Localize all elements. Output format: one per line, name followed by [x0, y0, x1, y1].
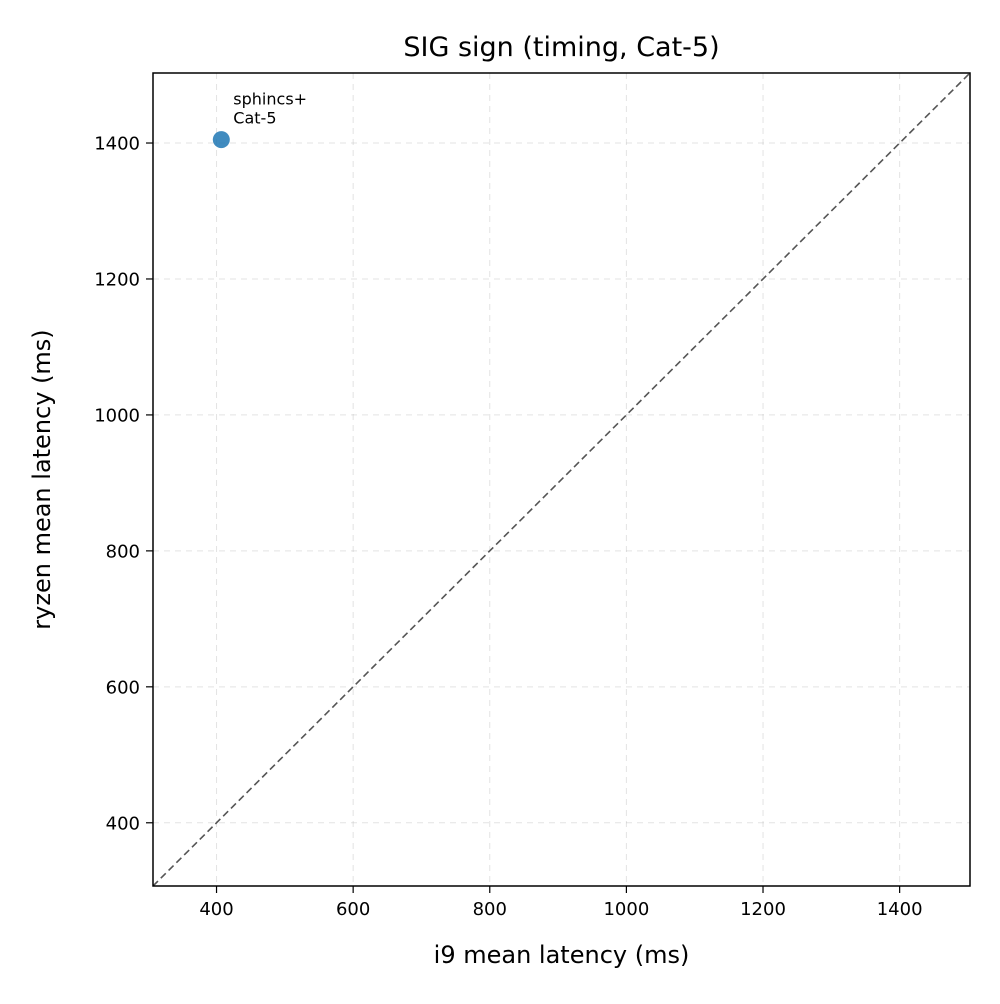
y-tick-label: 800 [106, 541, 140, 562]
x-axis-label: i9 mean latency (ms) [434, 941, 690, 969]
x-tick-label: 600 [336, 899, 370, 920]
point-annotation-line: sphincs+ [233, 90, 307, 109]
point-annotation-line: Cat-5 [233, 109, 276, 128]
grid-lines [153, 73, 970, 886]
y-tick-label: 1200 [94, 269, 140, 290]
reference-line-group [152, 72, 971, 887]
x-axis-ticks: 400 600 800 1000 1200 1400 [199, 886, 923, 920]
data-points [212, 131, 230, 149]
chart-title: SIG sign (timing, Cat-5) [403, 32, 719, 63]
point-annotations: sphincs+ Cat-5 [233, 90, 307, 128]
identity-reference-line [152, 72, 971, 887]
x-tick-label: 1400 [877, 899, 923, 920]
scatter-point [212, 131, 230, 149]
x-tick-label: 1200 [740, 899, 786, 920]
y-tick-label: 1400 [94, 134, 140, 155]
y-tick-label: 1000 [94, 405, 140, 426]
point-annotation: sphincs+ Cat-5 [233, 90, 307, 128]
x-tick-label: 1000 [603, 899, 649, 920]
y-axis-ticks: 400 600 800 1000 1200 1400 [94, 134, 153, 834]
y-tick-label: 400 [106, 813, 140, 834]
plot-frame [152, 72, 971, 887]
x-tick-label: 400 [199, 899, 233, 920]
y-axis-label: ryzen mean latency (ms) [28, 329, 56, 629]
y-tick-label: 600 [106, 677, 140, 698]
x-tick-label: 800 [473, 899, 507, 920]
